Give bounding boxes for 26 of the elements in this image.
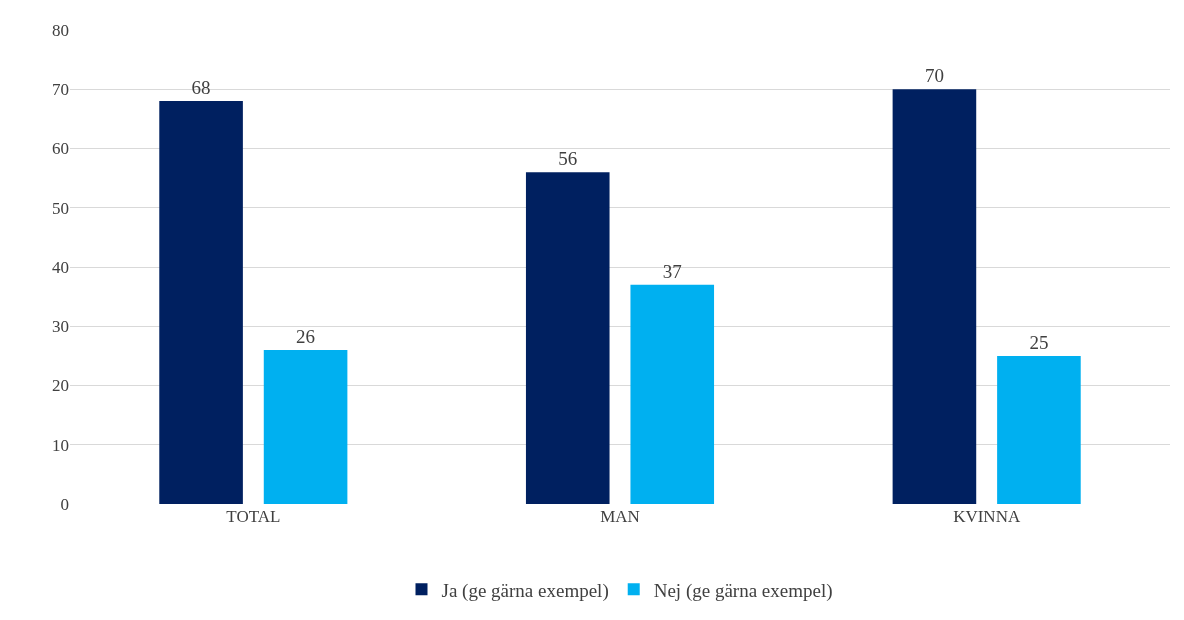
bar	[630, 284, 715, 504]
legend-label: Nej (ge gärna exempel)	[653, 579, 833, 602]
data-label: 56	[558, 148, 578, 170]
y-tick-label: 40	[52, 257, 69, 277]
y-tick-label: 50	[52, 198, 69, 218]
y-tick-label: 0	[60, 494, 69, 514]
data-label: 25	[1029, 331, 1049, 353]
bar	[525, 172, 610, 504]
data-label: 70	[924, 65, 944, 87]
bar	[159, 101, 243, 504]
y-tick-label: 80	[52, 20, 69, 40]
y-tick-label: 70	[52, 80, 69, 100]
legend-label: Ja (ge gärna exempel)	[441, 579, 609, 602]
bar	[997, 355, 1081, 504]
data-label: 37	[662, 260, 682, 282]
y-tick-label: 60	[52, 139, 69, 159]
y-tick-label: 20	[52, 376, 69, 396]
y-tick-label: 10	[52, 435, 69, 455]
data-label: 26	[296, 325, 316, 347]
y-tick-label: 30	[52, 317, 69, 337]
data-label: 68	[191, 77, 211, 99]
bar	[892, 89, 977, 504]
x-tick-label: KVINNA	[953, 507, 1021, 526]
x-tick-label: MAN	[600, 507, 640, 526]
x-tick-label: TOTAL	[226, 507, 281, 526]
bar	[263, 349, 348, 504]
